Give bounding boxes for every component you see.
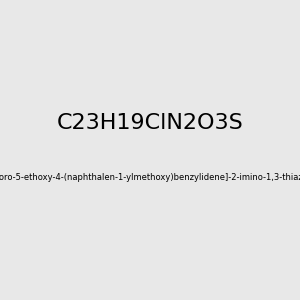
Text: C23H19ClN2O3S: C23H19ClN2O3S: [57, 113, 243, 133]
Text: (5Z)-5-[3-chloro-5-ethoxy-4-(naphthalen-1-ylmethoxy)benzylidene]-2-imino-1,3-thi: (5Z)-5-[3-chloro-5-ethoxy-4-(naphthalen-…: [0, 172, 300, 182]
